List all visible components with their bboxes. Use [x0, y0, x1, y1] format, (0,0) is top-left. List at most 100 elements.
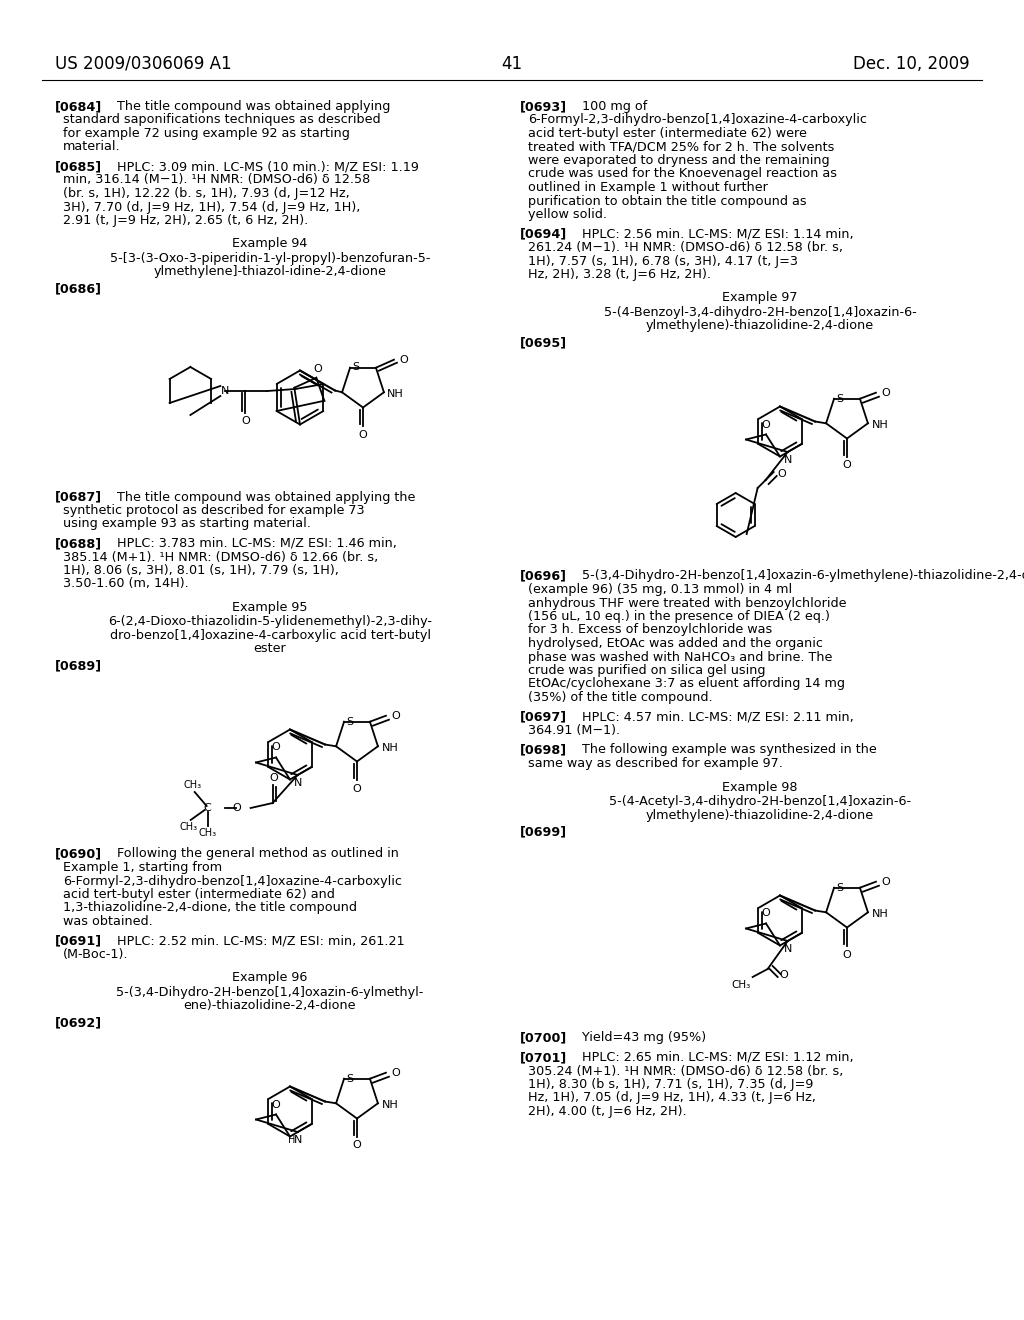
Text: O: O — [843, 461, 851, 470]
Text: O: O — [881, 876, 890, 887]
Text: O: O — [231, 803, 241, 813]
Text: [0700]: [0700] — [520, 1031, 567, 1044]
Text: outlined in Example 1 without further: outlined in Example 1 without further — [528, 181, 768, 194]
Text: 5-[3-(3-Oxo-3-piperidin-1-yl-propyl)-benzofuran-5-: 5-[3-(3-Oxo-3-piperidin-1-yl-propyl)-ben… — [110, 252, 430, 265]
Text: O: O — [399, 355, 408, 364]
Text: [0696]: [0696] — [520, 569, 567, 582]
Text: [0695]: [0695] — [520, 337, 567, 348]
Text: 2H), 4.00 (t, J=6 Hz, 2H).: 2H), 4.00 (t, J=6 Hz, 2H). — [528, 1105, 687, 1118]
Text: O: O — [762, 908, 770, 919]
Text: N: N — [294, 1135, 302, 1144]
Text: Yield=43 mg (95%): Yield=43 mg (95%) — [569, 1031, 706, 1044]
Text: O: O — [241, 416, 250, 426]
Text: (M-Boc-1).: (M-Boc-1). — [63, 948, 128, 961]
Text: [0685]: [0685] — [55, 160, 102, 173]
Text: 6-(2,4-Dioxo-thiazolidin-5-ylidenemethyl)-2,3-dihy-: 6-(2,4-Dioxo-thiazolidin-5-ylidenemethyl… — [108, 615, 432, 628]
Text: S: S — [836, 883, 843, 892]
Text: [0690]: [0690] — [55, 847, 102, 861]
Text: same way as described for example 97.: same way as described for example 97. — [528, 756, 783, 770]
Text: HPLC: 2.65 min. LC-MS: M/Z ESI: 1.12 min,: HPLC: 2.65 min. LC-MS: M/Z ESI: 1.12 min… — [569, 1051, 853, 1064]
Text: 1H), 8.30 (b s, 1H), 7.71 (s, 1H), 7.35 (d, J=9: 1H), 8.30 (b s, 1H), 7.71 (s, 1H), 7.35 … — [528, 1078, 813, 1092]
Text: O: O — [779, 970, 788, 979]
Text: standard saponifications techniques as described: standard saponifications techniques as d… — [63, 114, 381, 127]
Text: Hz, 2H), 3.28 (t, J=6 Hz, 2H).: Hz, 2H), 3.28 (t, J=6 Hz, 2H). — [528, 268, 711, 281]
Text: 6-Formyl-2,3-dihydro-benzo[1,4]oxazine-4-carboxylic: 6-Formyl-2,3-dihydro-benzo[1,4]oxazine-4… — [63, 874, 401, 887]
Text: [0699]: [0699] — [520, 825, 567, 838]
Text: ylmethylene)-thiazolidine-2,4-dione: ylmethylene)-thiazolidine-2,4-dione — [646, 319, 874, 333]
Text: S: S — [346, 1073, 353, 1084]
Text: 5-(3,4-Dihydro-2H-benzo[1,4]oxazin-6-ylmethyl-: 5-(3,4-Dihydro-2H-benzo[1,4]oxazin-6-ylm… — [117, 986, 424, 999]
Text: [0689]: [0689] — [55, 659, 102, 672]
Text: N: N — [783, 944, 792, 954]
Text: [0688]: [0688] — [55, 537, 102, 550]
Text: acid tert-butyl ester (intermediate 62) and: acid tert-butyl ester (intermediate 62) … — [63, 888, 335, 902]
Text: [0684]: [0684] — [55, 100, 102, 114]
Text: (35%) of the title compound.: (35%) of the title compound. — [528, 690, 713, 704]
Text: HPLC: 3.09 min. LC-MS (10 min.): M/Z ESI: 1.19: HPLC: 3.09 min. LC-MS (10 min.): M/Z ESI… — [104, 160, 419, 173]
Text: Hz, 1H), 7.05 (d, J=9 Hz, 1H), 4.33 (t, J=6 Hz,: Hz, 1H), 7.05 (d, J=9 Hz, 1H), 4.33 (t, … — [528, 1092, 816, 1105]
Text: ylmethylene]-thiazol-idine-2,4-dione: ylmethylene]-thiazol-idine-2,4-dione — [154, 265, 386, 279]
Text: HPLC: 2.56 min. LC-MS: M/Z ESI: 1.14 min,: HPLC: 2.56 min. LC-MS: M/Z ESI: 1.14 min… — [569, 227, 853, 240]
Text: Example 96: Example 96 — [232, 972, 307, 985]
Text: CH₃: CH₃ — [183, 780, 202, 789]
Text: [0691]: [0691] — [55, 935, 102, 948]
Text: The title compound was obtained applying the: The title compound was obtained applying… — [104, 491, 415, 503]
Text: S: S — [346, 717, 353, 727]
Text: NH: NH — [382, 1101, 398, 1110]
Text: CH₃: CH₃ — [179, 822, 198, 832]
Text: [0694]: [0694] — [520, 227, 567, 240]
Text: purification to obtain the title compound as: purification to obtain the title compoun… — [528, 194, 807, 207]
Text: using example 93 as starting material.: using example 93 as starting material. — [63, 517, 311, 531]
Text: CH₃: CH₃ — [199, 828, 217, 838]
Text: Dec. 10, 2009: Dec. 10, 2009 — [853, 55, 970, 73]
Text: 3.50-1.60 (m, 14H).: 3.50-1.60 (m, 14H). — [63, 578, 188, 590]
Text: 261.24 (M−1). ¹H NMR: (DMSO-d6) δ 12.58 (br. s,: 261.24 (M−1). ¹H NMR: (DMSO-d6) δ 12.58 … — [528, 242, 843, 253]
Text: hydrolysed, EtOAc was added and the organic: hydrolysed, EtOAc was added and the orga… — [528, 638, 823, 649]
Text: S: S — [352, 362, 359, 372]
Text: C: C — [203, 803, 211, 813]
Text: O: O — [391, 1068, 399, 1077]
Text: ylmethylene)-thiazolidine-2,4-dione: ylmethylene)-thiazolidine-2,4-dione — [646, 808, 874, 821]
Text: 100 mg of: 100 mg of — [569, 100, 647, 114]
Text: acid tert-butyl ester (intermediate 62) were: acid tert-butyl ester (intermediate 62) … — [528, 127, 807, 140]
Text: 364.91 (M−1).: 364.91 (M−1). — [528, 723, 621, 737]
Text: NH: NH — [871, 909, 889, 919]
Text: Example 97: Example 97 — [722, 292, 798, 305]
Text: HPLC: 3.783 min. LC-MS: M/Z ESI: 1.46 min,: HPLC: 3.783 min. LC-MS: M/Z ESI: 1.46 mi… — [104, 537, 396, 550]
Text: 1,3-thiazolidine-2,4-dione, the title compound: 1,3-thiazolidine-2,4-dione, the title co… — [63, 902, 357, 915]
Text: O: O — [269, 774, 279, 783]
Text: for 3 h. Excess of benzoylchloride was: for 3 h. Excess of benzoylchloride was — [528, 623, 772, 636]
Text: O: O — [352, 784, 361, 793]
Text: 305.24 (M+1). ¹H NMR: (DMSO-d6) δ 12.58 (br. s,: 305.24 (M+1). ¹H NMR: (DMSO-d6) δ 12.58 … — [528, 1064, 844, 1077]
Text: 6-Formyl-2,3-dihydro-benzo[1,4]oxazine-4-carboxylic: 6-Formyl-2,3-dihydro-benzo[1,4]oxazine-4… — [528, 114, 867, 127]
Text: CH₃: CH₃ — [731, 979, 751, 990]
Text: Example 98: Example 98 — [722, 780, 798, 793]
Text: synthetic protocol as described for example 73: synthetic protocol as described for exam… — [63, 504, 365, 517]
Text: material.: material. — [63, 140, 121, 153]
Text: Following the general method as outlined in: Following the general method as outlined… — [104, 847, 398, 861]
Text: Example 1, starting from: Example 1, starting from — [63, 861, 222, 874]
Text: min, 316.14 (M−1). ¹H NMR: (DMSO-d6) δ 12.58: min, 316.14 (M−1). ¹H NMR: (DMSO-d6) δ 1… — [63, 173, 371, 186]
Text: [0697]: [0697] — [520, 710, 567, 723]
Text: EtOAc/cyclohexane 3:7 as eluent affording 14 mg: EtOAc/cyclohexane 3:7 as eluent affordin… — [528, 677, 845, 690]
Text: anhydrous THF were treated with benzoylchloride: anhydrous THF were treated with benzoylc… — [528, 597, 847, 610]
Text: O: O — [271, 742, 281, 752]
Text: H: H — [289, 1135, 296, 1144]
Text: dro-benzo[1,4]oxazine-4-carboxylic acid tert-butyl: dro-benzo[1,4]oxazine-4-carboxylic acid … — [110, 630, 430, 642]
Text: were evaporated to dryness and the remaining: were evaporated to dryness and the remai… — [528, 154, 829, 168]
Text: O: O — [881, 388, 890, 397]
Text: yellow solid.: yellow solid. — [528, 209, 607, 220]
Text: crude was used for the Knoevenagel reaction as: crude was used for the Knoevenagel react… — [528, 168, 837, 181]
Text: [0686]: [0686] — [55, 282, 102, 294]
Text: phase was washed with NaHCO₃ and brine. The: phase was washed with NaHCO₃ and brine. … — [528, 651, 833, 664]
Text: O: O — [352, 1140, 361, 1151]
Text: HPLC: 4.57 min. LC-MS: M/Z ESI: 2.11 min,: HPLC: 4.57 min. LC-MS: M/Z ESI: 2.11 min… — [569, 710, 854, 723]
Text: was obtained.: was obtained. — [63, 915, 153, 928]
Text: (156 uL, 10 eq.) in the presence of DIEA (2 eq.): (156 uL, 10 eq.) in the presence of DIEA… — [528, 610, 829, 623]
Text: Example 94: Example 94 — [232, 238, 307, 251]
Text: [0701]: [0701] — [520, 1051, 567, 1064]
Text: HPLC: 2.52 min. LC-MS: M/Z ESI: min, 261.21: HPLC: 2.52 min. LC-MS: M/Z ESI: min, 261… — [104, 935, 404, 948]
Text: O: O — [391, 710, 399, 721]
Text: 3H), 7.70 (d, J=9 Hz, 1H), 7.54 (d, J=9 Hz, 1H),: 3H), 7.70 (d, J=9 Hz, 1H), 7.54 (d, J=9 … — [63, 201, 360, 214]
Text: N: N — [294, 777, 302, 788]
